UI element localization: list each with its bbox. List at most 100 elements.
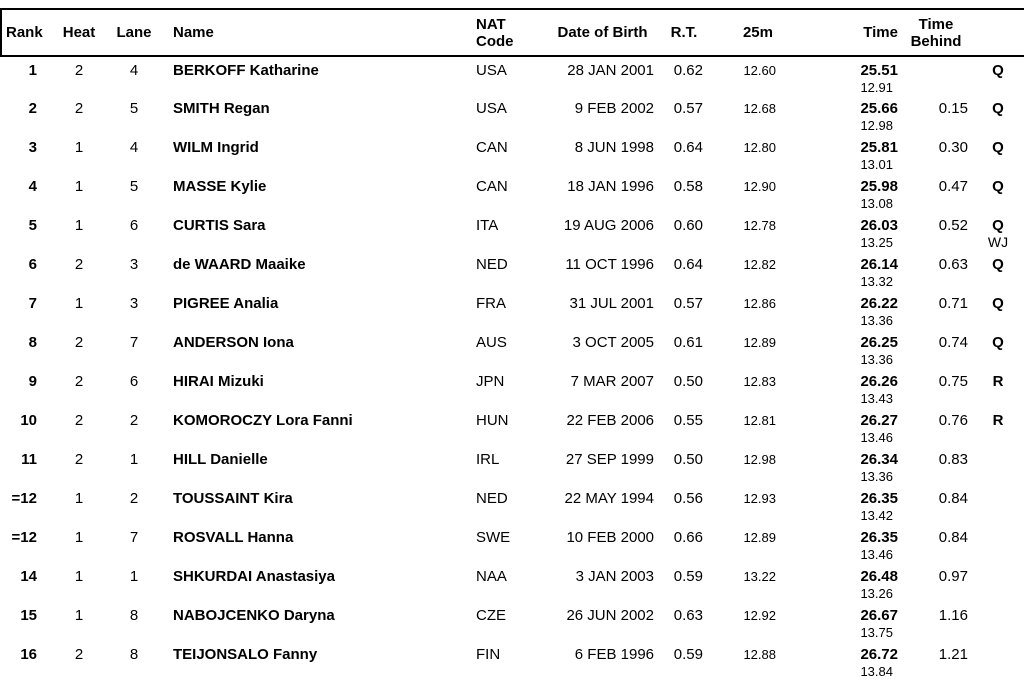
nat-code-cell: AUS [476,334,507,351]
date-of-birth-cell: 31 JUL 2001 [569,295,654,312]
lane-cell: 3 [129,256,139,273]
rank-cell: 2 [28,100,37,117]
rank-cell: 15 [20,607,37,624]
qualification-cell [971,524,1024,563]
final-time-value: 26.22 [860,295,898,312]
qualification-mark: R [992,373,1004,390]
lane-cell: 2 [129,490,139,507]
date-of-birth-cell: 19 AUG 2006 [563,217,654,234]
qualification-cell [971,563,1024,602]
result-row: 1 2 4 BERKOFF Katharine USA 28 JAN 2001 … [1,56,1024,95]
heat-cell: 2 [74,256,84,273]
header-heat: Heat [49,8,109,57]
qualification-mark: R [992,412,1004,429]
qualification-cell: Q [971,134,1024,173]
swimmer-name-cell: CURTIS Sara [173,217,266,234]
split-25m-cell: 12.86 [743,296,776,311]
nat-code-cell: FIN [476,646,501,663]
nat-code-cell: IRL [476,451,500,468]
time-behind-cell: 0.84 [938,490,968,507]
nat-code-cell: JPN [476,373,505,390]
swimmer-name-cell: WILM Ingrid [173,139,259,156]
date-of-birth-cell: 6 FEB 1996 [574,646,654,663]
final-time-value: 26.03 [860,217,898,234]
rank-cell: 11 [21,451,37,468]
final-time-value: 26.67 [860,607,898,624]
reaction-time-cell: 0.56 [673,490,703,507]
time-behind-cell: 0.15 [938,100,968,117]
heat-cell: 2 [74,646,84,663]
time-cell: 25.81 13.01 [781,134,901,173]
time-behind-cell: 0.63 [938,256,968,273]
nat-code-cell: USA [476,62,507,79]
time-behind-cell: 0.74 [938,334,968,351]
qualification-mark: Q [992,217,1004,234]
time-cell: 26.27 13.46 [781,407,901,446]
qualification-cell: Q [971,173,1024,212]
rank-cell: 1 [28,62,37,79]
rank-cell: 3 [28,139,37,156]
time-behind-cell: 0.71 [938,295,968,312]
qualification-mark: Q [992,100,1004,117]
split-25m-cell: 12.89 [743,335,776,350]
second-lap-split: 13.84 [860,664,893,679]
second-lap-split: 13.25 [860,235,893,250]
result-row: 7 1 3 PIGREE Analia FRA 31 JUL 2001 0.57… [1,290,1024,329]
swimmer-name-cell: PIGREE Analia [173,295,279,312]
result-row: 11 2 1 HILL Danielle IRL 27 SEP 1999 0.5… [1,446,1024,485]
heat-cell: 1 [74,490,84,507]
date-of-birth-cell: 22 FEB 2006 [566,412,654,429]
reaction-time-cell: 0.55 [673,412,703,429]
time-cell: 26.25 13.36 [781,329,901,368]
reaction-time-cell: 0.59 [673,646,703,663]
header-rank: Rank [0,8,49,57]
heat-cell: 2 [74,100,84,117]
split-25m-cell: 12.78 [743,218,776,233]
final-time-value: 25.66 [860,100,898,117]
heat-cell: 1 [74,295,84,312]
split-25m-cell: 12.93 [743,491,776,506]
final-time-value: 26.35 [860,490,898,507]
time-cell: 26.34 13.36 [781,446,901,485]
lane-cell: 8 [129,646,139,663]
lane-cell: 4 [129,62,139,79]
lane-cell: 6 [129,373,139,390]
result-row: =12 1 7 ROSVALL Hanna SWE 10 FEB 2000 0.… [1,524,1024,563]
time-cell: 26.48 13.26 [781,563,901,602]
result-row: =12 1 2 TOUSSAINT Kira NED 22 MAY 1994 0… [1,485,1024,524]
rank-cell: 6 [28,256,37,273]
nat-code-cell: USA [476,100,507,117]
time-behind-cell: 0.30 [938,139,968,156]
qualification-cell: Q [971,290,1024,329]
header-time-behind: Time Behind [901,8,971,57]
result-row: 16 2 8 TEIJONSALO Fanny FIN 6 FEB 1996 0… [1,641,1024,680]
second-lap-split: 13.46 [860,430,893,445]
date-of-birth-cell: 28 JAN 2001 [567,62,654,79]
nat-code-cell: FRA [476,295,506,312]
time-cell: 26.35 13.46 [781,524,901,563]
qualification-cell: Q [971,251,1024,290]
split-25m-cell: 12.89 [743,530,776,545]
final-time-value: 26.35 [860,529,898,546]
heat-cell: 1 [74,178,84,195]
swimmer-name-cell: TEIJONSALO Fanny [173,646,318,663]
lane-cell: 2 [129,412,139,429]
reaction-time-cell: 0.61 [673,334,703,351]
result-row: 9 2 6 HIRAI Mizuki JPN 7 MAR 2007 0.50 1… [1,368,1024,407]
time-behind-cell: 0.84 [938,529,968,546]
date-of-birth-cell: 27 SEP 1999 [565,451,654,468]
date-of-birth-cell: 3 OCT 2005 [572,334,654,351]
results-table: Rank Heat Lane Name NAT Code Date of Bir… [0,8,1024,680]
result-row: 4 1 5 MASSE Kylie CAN 18 JAN 1996 0.58 1… [1,173,1024,212]
nat-code-cell: ITA [476,217,499,234]
rank-cell: 7 [28,295,37,312]
time-behind-cell: 0.47 [938,178,968,195]
time-behind-cell: 0.75 [938,373,968,390]
reaction-time-cell: 0.58 [673,178,703,195]
rank-cell: 8 [28,334,37,351]
final-time-value: 25.98 [860,178,898,195]
header-date-of-birth: Date of Birth [546,8,659,57]
time-cell: 26.14 13.32 [781,251,901,290]
date-of-birth-cell: 3 JAN 2003 [575,568,654,585]
final-time-value: 26.27 [860,412,898,429]
